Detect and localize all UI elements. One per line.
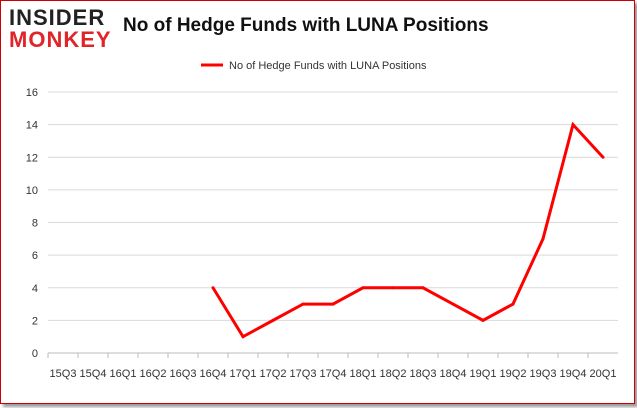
x-tick-label: 16Q4 — [200, 368, 227, 380]
x-tick-label: 20Q1 — [590, 368, 617, 380]
data-point — [451, 302, 455, 306]
x-tick-label: 17Q3 — [290, 368, 317, 380]
data-point — [271, 318, 275, 322]
data-point — [571, 123, 575, 127]
data-point — [421, 286, 425, 290]
x-tick-label: 18Q1 — [350, 368, 377, 380]
y-tick-label: 14 — [26, 120, 38, 132]
x-tick-label: 17Q4 — [320, 368, 347, 380]
x-tick-label: 16Q2 — [140, 368, 167, 380]
x-tick-label: 15Q4 — [80, 368, 107, 380]
logo: INSIDER MONKEY — [9, 7, 112, 51]
series-line — [211, 121, 605, 339]
x-tick-label: 15Q3 — [50, 368, 77, 380]
data-point — [361, 286, 365, 290]
y-tick-label: 10 — [26, 185, 38, 197]
data-point — [541, 237, 545, 241]
x-tick-label: 19Q3 — [530, 368, 557, 380]
data-point — [301, 302, 305, 306]
x-tick-label: 17Q1 — [230, 368, 257, 380]
y-tick-label: 4 — [32, 283, 38, 295]
logo-line1: INSIDER — [9, 5, 106, 30]
y-tick-label: 2 — [32, 315, 38, 327]
x-tick-label: 18Q2 — [380, 368, 407, 380]
data-point — [211, 286, 215, 290]
x-tick-label: 19Q2 — [500, 368, 527, 380]
y-tick-label: 6 — [32, 250, 38, 262]
x-tick-label: 18Q4 — [440, 368, 467, 380]
x-tick-label: 18Q3 — [410, 368, 437, 380]
y-tick-label: 0 — [32, 348, 38, 360]
y-tick-label: 16 — [26, 87, 38, 99]
data-point — [511, 302, 515, 306]
y-tick-label: 12 — [26, 152, 38, 164]
data-point — [241, 335, 245, 339]
data-point — [481, 318, 485, 322]
data-point — [331, 302, 335, 306]
x-tick-label: 19Q4 — [560, 368, 587, 380]
logo-line2: MONKEY — [9, 27, 112, 52]
x-tick-label: 19Q1 — [470, 368, 497, 380]
data-point — [601, 155, 605, 159]
x-tick-label: 17Q2 — [260, 368, 287, 380]
x-tick-label: 16Q3 — [170, 368, 197, 380]
y-tick-label: 8 — [32, 218, 38, 230]
chart-title: No of Hedge Funds with LUNA Positions — [123, 15, 489, 36]
data-point — [391, 286, 395, 290]
x-tick-label: 16Q1 — [110, 368, 137, 380]
legend-label: No of Hedge Funds with LUNA Positions — [229, 60, 427, 72]
